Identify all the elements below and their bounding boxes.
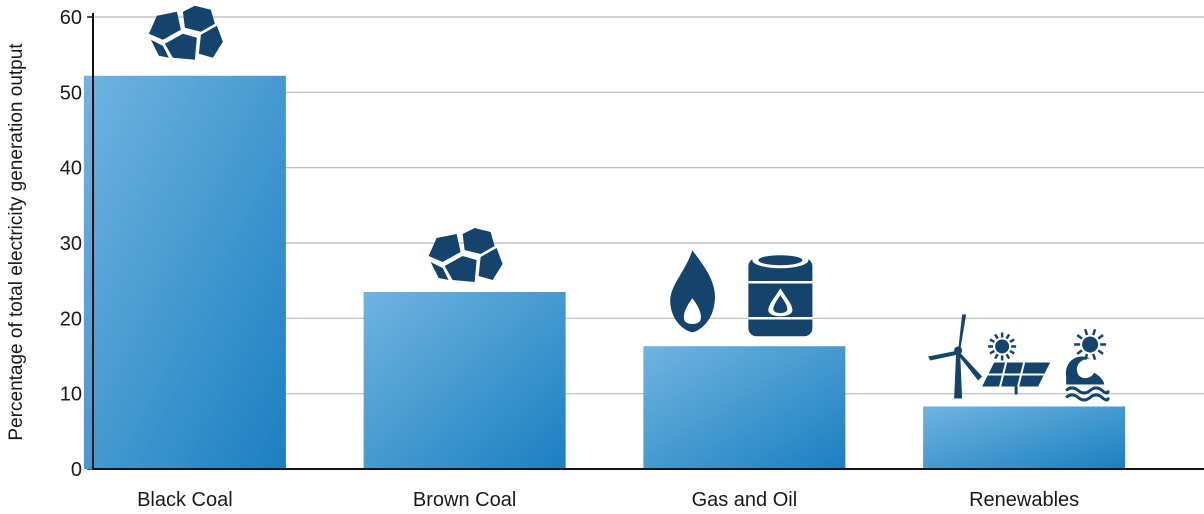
axes [92, 13, 1204, 470]
coal-icon [148, 5, 223, 60]
category-label: Brown Coal [413, 489, 516, 511]
bar-gas-and-oil [643, 346, 846, 469]
category-label: Renewables [969, 489, 1079, 511]
category-label: Black Coal [137, 489, 233, 511]
y-tick-label: 10 [60, 384, 82, 406]
y-tick-label: 50 [60, 82, 82, 104]
y-tick-labels: 0 10 20 30 40 50 60 [60, 7, 82, 481]
category-label: Gas and Oil [692, 489, 798, 511]
y-axis-label: Percentage of total electricity generati… [6, 43, 27, 441]
y-tick-label: 30 [60, 233, 82, 255]
gas-flame-icon [670, 250, 716, 333]
coal-icon [428, 227, 503, 282]
bar-renewables [923, 406, 1126, 469]
category-labels: Black Coal Brown Coal Gas and Oil Renewable… [137, 489, 1079, 511]
bar-brown-coal [363, 291, 566, 469]
y-tick-label: 0 [71, 459, 82, 481]
y-tick-label: 40 [60, 158, 82, 180]
wave-sun-icon [1065, 328, 1110, 402]
y-tick-label: 20 [60, 308, 82, 330]
bar-black-coal [83, 75, 286, 469]
wind-turbine-icon [928, 314, 983, 399]
bars [83, 75, 1126, 469]
solar-panel-icon [982, 332, 1051, 395]
category-icons [148, 5, 1110, 402]
y-tick-label: 60 [60, 7, 82, 29]
oil-barrel-icon [748, 252, 813, 337]
